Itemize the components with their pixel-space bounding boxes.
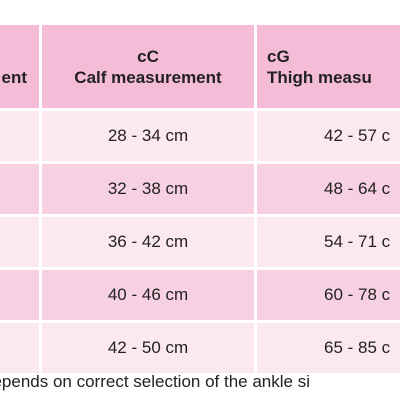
ankle-measurement-header: ent bbox=[0, 25, 42, 111]
thigh-header-code: cG bbox=[267, 46, 290, 66]
calf-cell: 40 - 46 cm bbox=[42, 270, 257, 323]
thigh-cell: 48 - 64 c bbox=[257, 164, 400, 217]
table-row: 42 - 50 cm 65 - 85 c bbox=[0, 323, 400, 376]
ankle-header-label: ent bbox=[1, 67, 28, 87]
calf-header-label: Calf measurement bbox=[74, 67, 222, 87]
table-header-row: ent cC Calf measurement cG Thigh measu bbox=[0, 25, 400, 111]
table-row: 36 - 42 cm 54 - 71 c bbox=[0, 217, 400, 270]
ankle-header-code bbox=[0, 46, 39, 67]
ankle-cell bbox=[0, 164, 42, 217]
table-row: 28 - 34 cm 42 - 57 c bbox=[0, 111, 400, 164]
thigh-cell: 60 - 78 c bbox=[257, 270, 400, 323]
calf-header-code: cC bbox=[137, 46, 159, 66]
table-row: 32 - 38 cm 48 - 64 c bbox=[0, 164, 400, 217]
calf-cell: 42 - 50 cm bbox=[42, 323, 257, 376]
ankle-cell bbox=[0, 217, 42, 270]
calf-measurement-header: cC Calf measurement bbox=[42, 25, 257, 111]
calf-cell: 32 - 38 cm bbox=[42, 164, 257, 217]
thigh-measurement-header: cG Thigh measu bbox=[257, 25, 400, 111]
thigh-cell: 65 - 85 c bbox=[257, 323, 400, 376]
sizing-footnote: depends on correct selection of the ankl… bbox=[0, 372, 310, 391]
thigh-cell: 42 - 57 c bbox=[257, 111, 400, 164]
thigh-cell: 54 - 71 c bbox=[257, 217, 400, 270]
table-row: 40 - 46 cm 60 - 78 c bbox=[0, 270, 400, 323]
calf-cell: 36 - 42 cm bbox=[42, 217, 257, 270]
thigh-header-label: Thigh measu bbox=[267, 67, 372, 87]
ankle-cell bbox=[0, 270, 42, 323]
calf-cell: 28 - 34 cm bbox=[42, 111, 257, 164]
ankle-cell bbox=[0, 323, 42, 376]
size-chart-table: ent cC Calf measurement cG Thigh measu 2… bbox=[0, 25, 400, 376]
ankle-cell bbox=[0, 111, 42, 164]
